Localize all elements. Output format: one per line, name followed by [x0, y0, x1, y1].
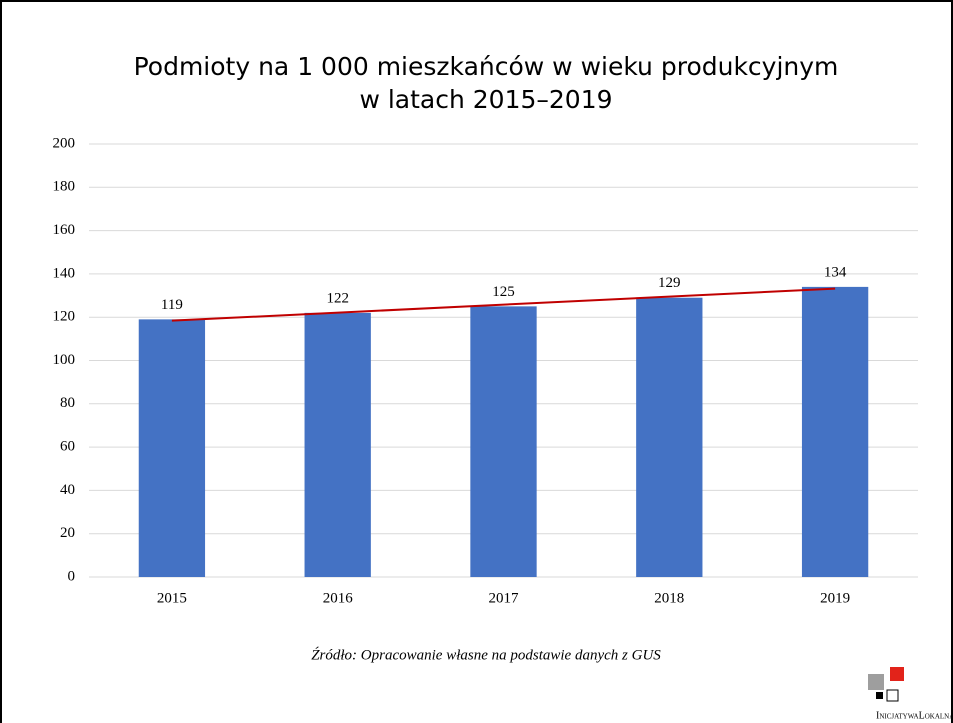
trend-line — [171, 287, 836, 322]
chart-title: Podmioty na 1 000 mieszkańców w wieku pr… — [134, 52, 839, 81]
y-tick-label: 60 — [60, 439, 75, 455]
y-tick-label: 140 — [53, 265, 76, 281]
logo-text: InicjatywaLokalna.pl — [876, 710, 953, 721]
logo-square — [876, 692, 883, 699]
y-tick-label: 40 — [60, 482, 75, 498]
source-note: Źródło: Opracowanie własne na podstawie … — [311, 646, 661, 663]
y-tick-label: 20 — [60, 525, 75, 541]
data-label: 134 — [824, 264, 847, 280]
logo-square — [890, 667, 904, 681]
chart-title: w latach 2015–2019 — [359, 85, 612, 114]
y-tick-label: 160 — [53, 222, 76, 238]
x-tick-label: 2018 — [654, 590, 684, 606]
logo: InicjatywaLokalna.pl — [868, 667, 953, 721]
y-tick-label: 100 — [53, 352, 76, 368]
logo-square — [886, 689, 899, 702]
bar — [801, 286, 869, 577]
data-label: 119 — [161, 297, 183, 313]
bar — [304, 312, 371, 577]
x-tick-label: 2017 — [489, 590, 520, 606]
bar — [636, 297, 703, 577]
x-tick-label: 2015 — [157, 590, 187, 606]
x-tick-label: 2019 — [820, 590, 850, 606]
data-label: 129 — [658, 275, 681, 291]
y-tick-label: 120 — [53, 309, 76, 325]
y-tick-label: 180 — [53, 179, 76, 195]
x-tick-label: 2016 — [323, 590, 354, 606]
logo-square — [868, 674, 884, 690]
data-label: 125 — [492, 284, 515, 300]
bar — [138, 319, 206, 577]
bar — [470, 306, 537, 577]
data-label: 122 — [326, 290, 349, 306]
y-tick-label: 80 — [60, 395, 75, 411]
y-tick-label: 0 — [68, 568, 76, 584]
y-tick-label: 200 — [53, 135, 76, 151]
